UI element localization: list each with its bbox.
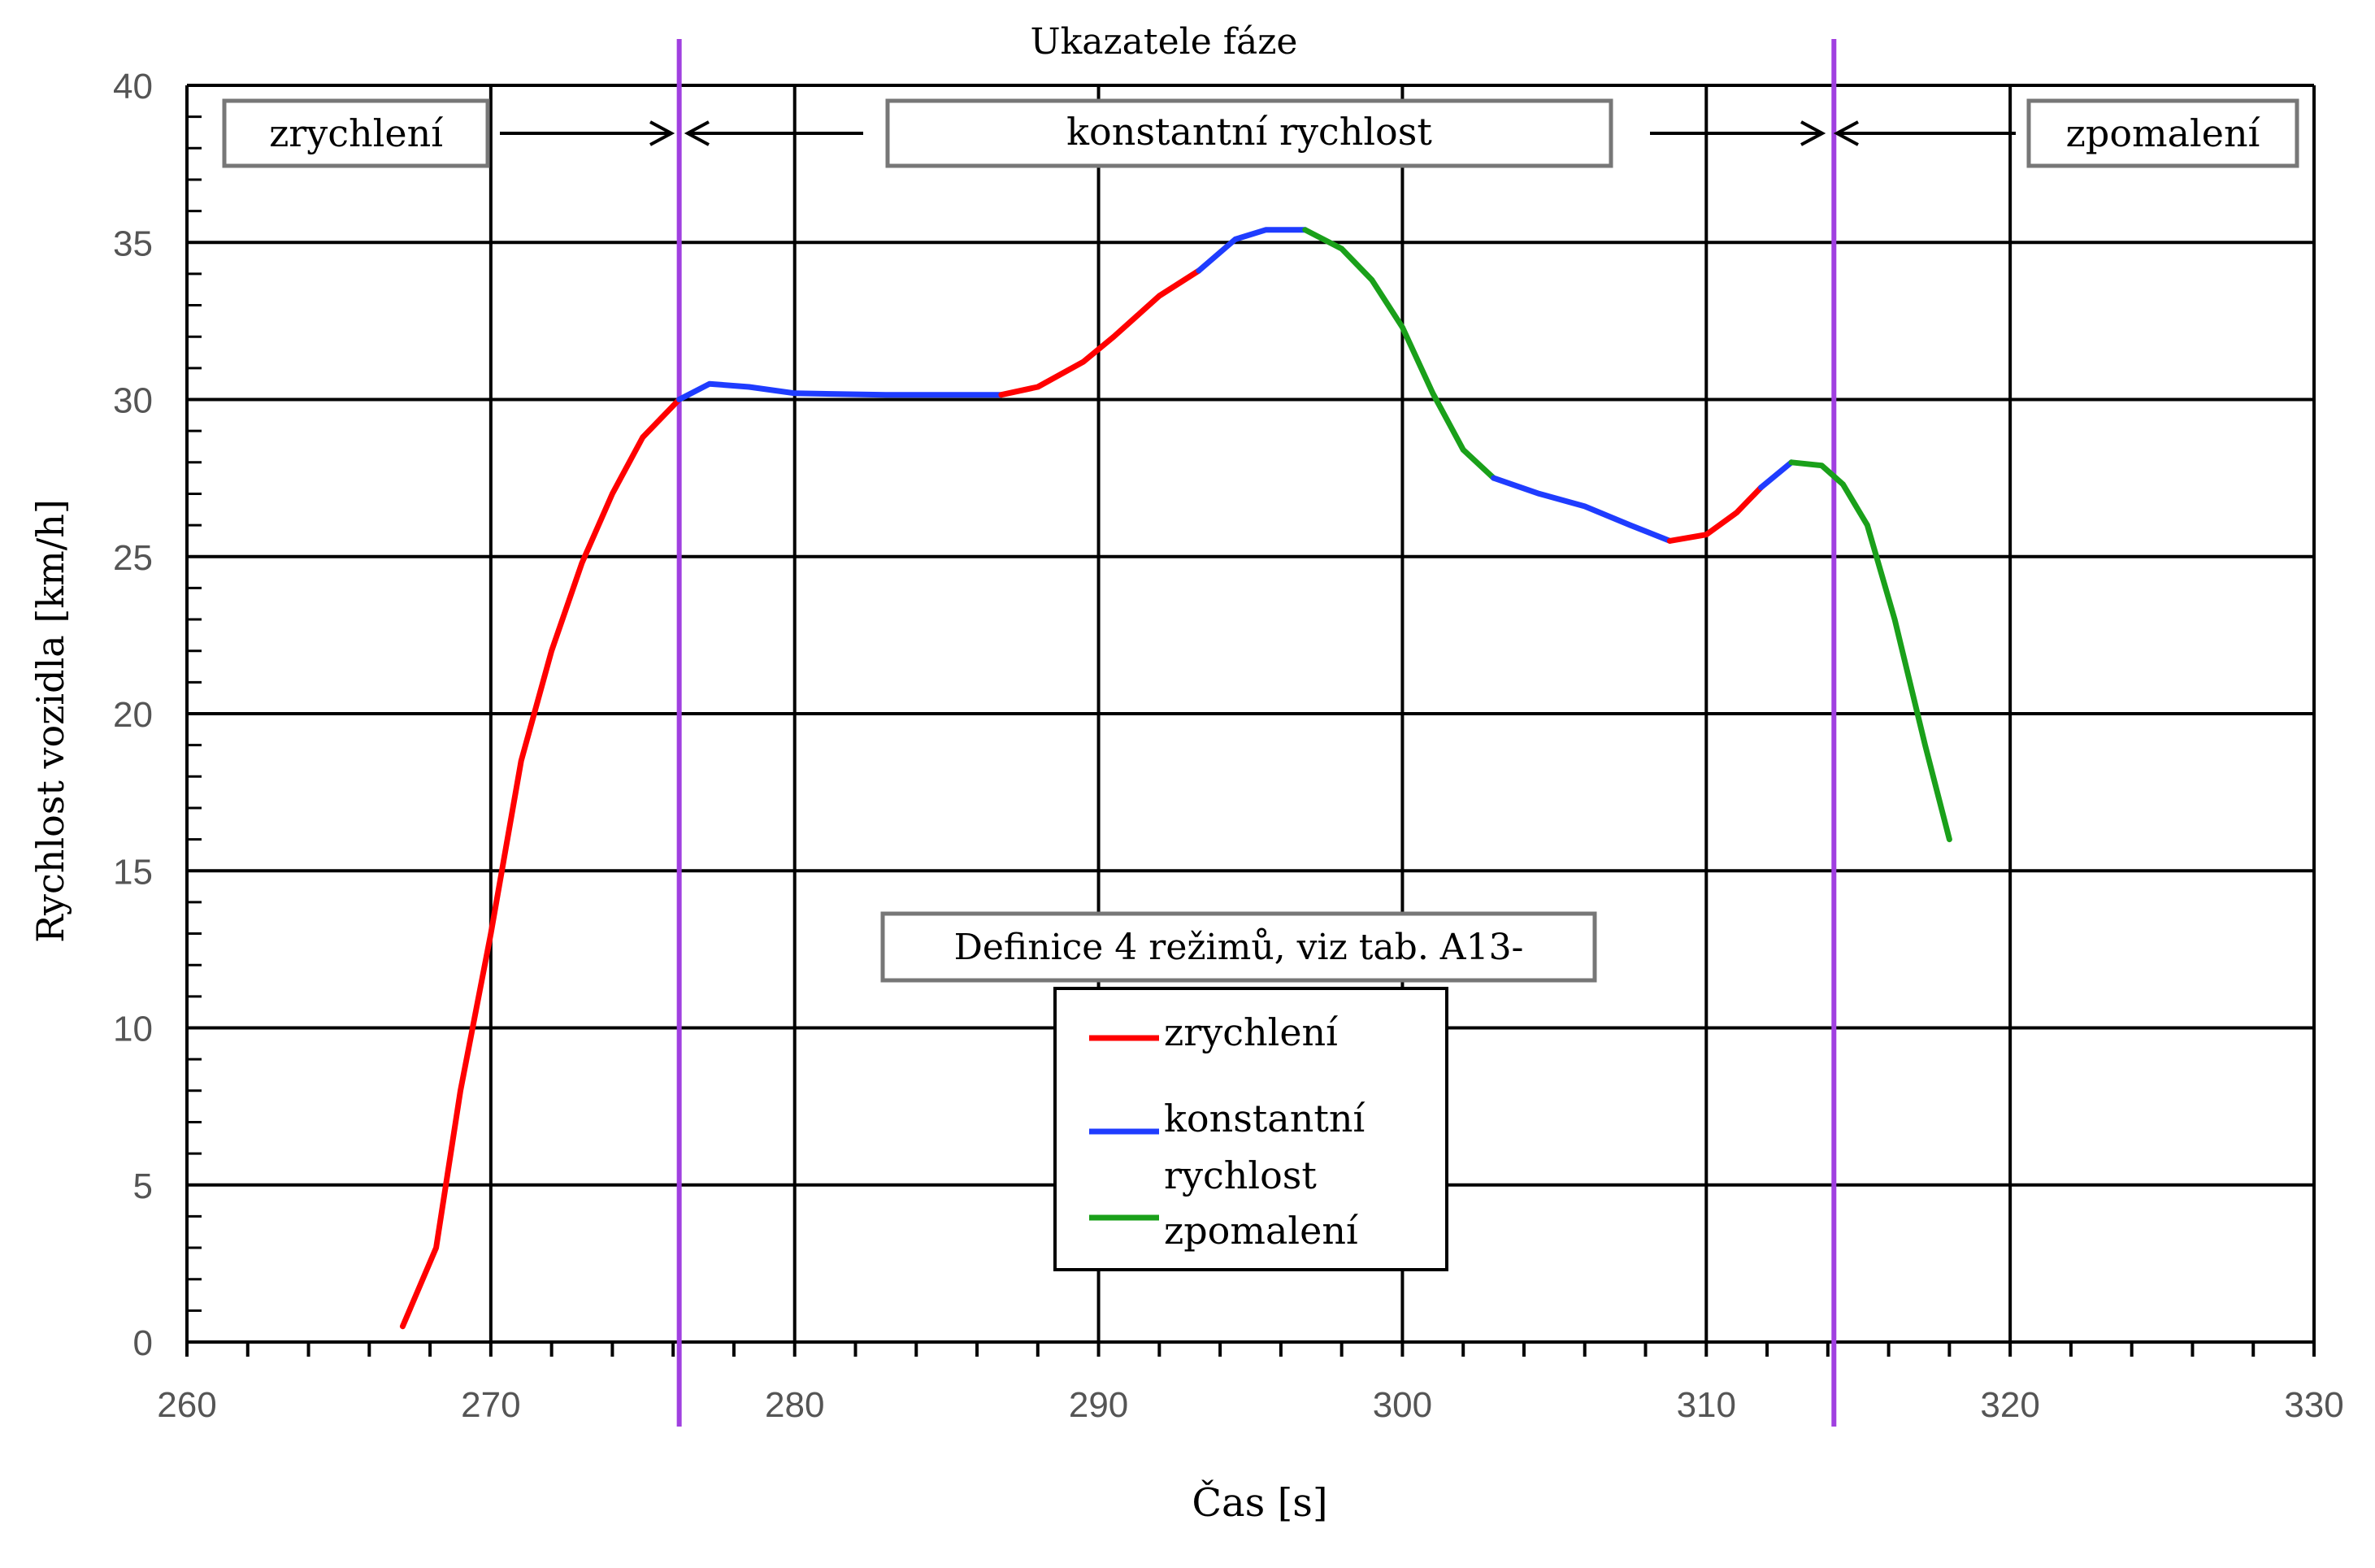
axes: 0 5 10 15 20 25 30 35 40 260 270 280 290 300 310 320 330 [113,67,2344,1425]
series-lines [399,227,1952,1330]
x-tick-label: 300 [1373,1385,1432,1425]
phase-label-acceleration-text: zrychlení [269,111,443,155]
arrowhead-left-2 [1833,120,1859,146]
phase-label-deceleration-text: zpomalení [2066,111,2260,155]
x-tick-label: 330 [2284,1385,2343,1425]
phase-label-acceleration: zrychlení [222,98,490,168]
legend-label-constant-line2: rychlost [1164,1153,1317,1197]
y-tick-label: 35 [113,224,153,263]
y-tick-label: 20 [113,695,153,735]
y-tick-label: 40 [113,67,153,106]
phase-label-constant-text: konstantní rychlost [1066,110,1432,154]
legend: Definice 4 režimů, viz tab. A13- zrychle… [880,911,1597,1271]
series-line [998,267,1202,398]
series-line [1788,459,1952,843]
series-line [1758,459,1795,491]
y-axis-label: Rychlost vozidla [km/h] [28,499,72,943]
x-tick-label: 310 [1677,1385,1736,1425]
x-axis-label: Čas [s] [1192,1479,1327,1526]
series-line [1491,475,1673,544]
series-line [676,380,1005,402]
legend-title: Definice 4 režimů, viz tab. A13- [954,927,1524,968]
x-tick-label: 290 [1069,1385,1128,1425]
y-tick-label: 15 [113,852,153,892]
x-tick-label: 260 [157,1385,216,1425]
legend-label-constant: konstantní rychlost [1164,1097,1377,1197]
x-tick-label: 270 [461,1385,520,1425]
y-tick-label: 10 [113,1010,153,1049]
legend-label-acceleration: zrychlení [1164,1010,1338,1054]
phase-label-deceleration: zpomalení [2026,98,2299,168]
arrowhead-right-2 [1800,120,1826,146]
series-line [399,397,683,1330]
legend-label-deceleration: zpomalení [1164,1209,1358,1253]
phase-markers [676,39,1837,1427]
x-tick-label: 280 [765,1385,824,1425]
y-tick-label: 30 [113,381,153,421]
arrowhead-left-1 [684,120,710,146]
series-line [1302,227,1497,481]
series-line [1666,484,1765,544]
arrowhead-right-1 [649,120,675,146]
series-line [1196,227,1309,274]
y-tick-label: 25 [113,538,153,578]
legend-label-constant-line1: konstantní [1164,1097,1365,1140]
phase-label-constant: konstantní rychlost [885,98,1613,168]
chart-title: Ukazatele fáze [1031,21,1298,63]
y-tick-label: 0 [133,1323,153,1363]
y-tick-label: 5 [133,1166,153,1206]
legend-title-box [880,911,1597,983]
phase-arrows [500,120,2016,146]
x-tick-label: 320 [1980,1385,2039,1425]
